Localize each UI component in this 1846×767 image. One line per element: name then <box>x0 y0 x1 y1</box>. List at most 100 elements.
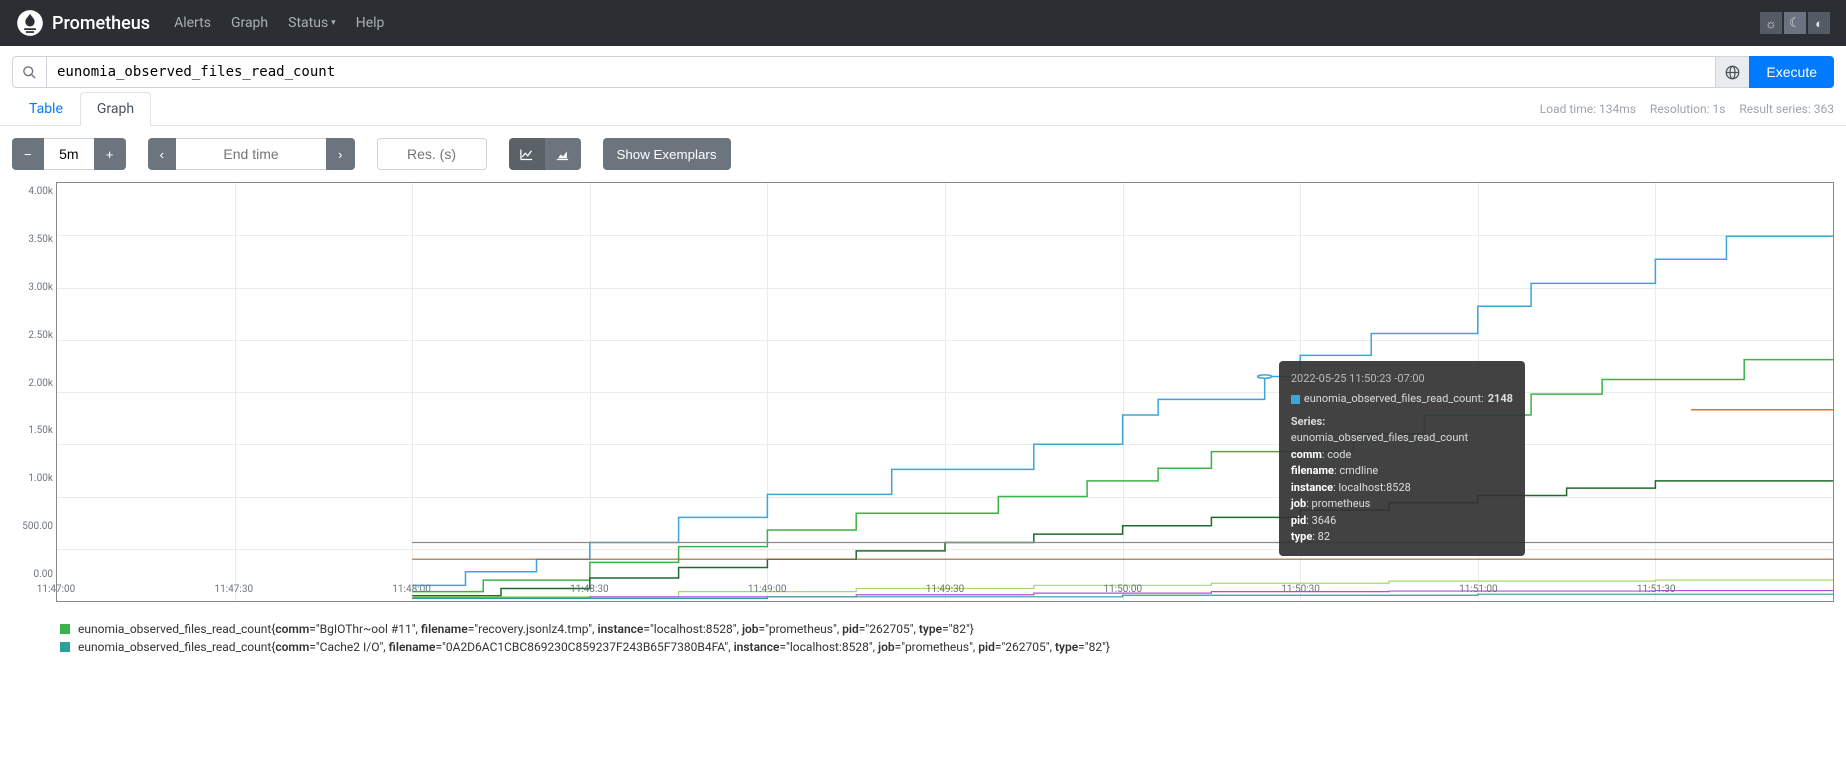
series-line[interactable] <box>412 360 1833 592</box>
legend-item[interactable]: eunomia_observed_files_read_count{comm="… <box>60 640 1834 654</box>
stat-result-series: Result series: 363 <box>1739 102 1834 116</box>
stat-load-time: Load time: 134ms <box>1540 102 1636 116</box>
chart-container: 4.00k 3.50k 3.00k 2.50k 2.00k 1.50k 1.00k 500.0… <box>0 182 1846 614</box>
legend: eunomia_observed_files_read_count{comm="… <box>0 614 1846 654</box>
y-tick: 1.50k <box>28 425 53 436</box>
x-tick: 11:50:30 <box>1281 584 1320 595</box>
legend-text: eunomia_observed_files_read_count{comm="… <box>78 622 974 636</box>
query-input[interactable] <box>46 56 1715 88</box>
y-tick: 2.50k <box>28 330 53 341</box>
tooltip-label: job: prometheus <box>1291 496 1513 513</box>
prometheus-logo-icon <box>16 9 44 37</box>
x-tick: 11:49:30 <box>926 584 965 595</box>
range-group: − + <box>12 138 126 170</box>
metrics-explorer-button[interactable] <box>12 56 46 88</box>
time-back-button[interactable]: ‹ <box>148 138 176 170</box>
stacked-chart-button[interactable] <box>545 138 581 170</box>
legend-swatch <box>60 642 70 652</box>
endtime-group: ‹ › <box>148 138 355 170</box>
tab-table[interactable]: Table <box>12 92 80 125</box>
y-tick: 3.00k <box>28 282 53 293</box>
y-tick: 4.00k <box>28 186 53 197</box>
end-time-input[interactable] <box>176 138 326 170</box>
x-tick: 11:50:00 <box>1104 584 1143 595</box>
show-exemplars-button[interactable]: Show Exemplars <box>603 138 731 170</box>
x-tick: 11:48:00 <box>392 584 431 595</box>
line-chart-button[interactable] <box>509 138 545 170</box>
tooltip-label: filename: cmdline <box>1291 463 1513 480</box>
nav-links: Alerts Graph Status▾ Help <box>174 15 384 31</box>
series-line[interactable] <box>412 481 1833 596</box>
moon-icon: ☾ <box>1789 15 1801 31</box>
search-icon <box>22 65 37 80</box>
theme-auto-button[interactable]: ◐ <box>1808 12 1830 34</box>
x-axis: 11:47:0011:47:3011:48:0011:48:3011:49:00… <box>56 584 1834 602</box>
x-tick: 11:47:30 <box>215 584 254 595</box>
legend-swatch <box>60 624 70 634</box>
x-tick: 11:51:00 <box>1459 584 1498 595</box>
theme-dark-button[interactable]: ☾ <box>1784 12 1806 34</box>
tooltip-metric-name: eunomia_observed_files_read_count: <box>1304 391 1484 408</box>
stat-resolution: Resolution: 1s <box>1650 102 1725 116</box>
sun-icon: ☼ <box>1765 16 1777 31</box>
query-row: Execute <box>0 46 1846 92</box>
plot-area[interactable]: 2022-05-25 11:50:23 -07:00 eunomia_obser… <box>56 182 1834 602</box>
tooltip-labels: comm: codefilename: cmdlineinstance: loc… <box>1291 447 1513 546</box>
y-tick: 1.00k <box>28 473 53 484</box>
range-input[interactable] <box>44 138 94 170</box>
range-decrease-button[interactable]: − <box>12 138 44 170</box>
y-tick: 3.50k <box>28 234 53 245</box>
theme-toggle: ☼ ☾ ◐ <box>1760 12 1830 34</box>
line-chart-icon <box>519 147 534 162</box>
chevron-left-icon: ‹ <box>160 147 164 162</box>
query-options-button[interactable] <box>1715 56 1749 88</box>
legend-item[interactable]: eunomia_observed_files_read_count{comm="… <box>60 622 1834 636</box>
nav-alerts[interactable]: Alerts <box>174 15 211 31</box>
plus-icon: + <box>106 147 114 162</box>
x-tick: 11:49:00 <box>748 584 787 595</box>
tab-graph[interactable]: Graph <box>80 92 151 126</box>
nav-status[interactable]: Status▾ <box>288 15 336 31</box>
tooltip-label: pid: 3646 <box>1291 513 1513 530</box>
nav-help[interactable]: Help <box>356 15 385 31</box>
time-forward-button[interactable]: › <box>326 138 354 170</box>
tooltip: 2022-05-25 11:50:23 -07:00 eunomia_obser… <box>1279 361 1525 556</box>
nav-graph[interactable]: Graph <box>231 15 268 31</box>
area-chart-icon <box>555 147 570 162</box>
graph-controls: − + ‹ › Show Exemplars <box>0 126 1846 182</box>
tooltip-value-row: eunomia_observed_files_read_count: 2148 <box>1291 391 1513 408</box>
minus-icon: − <box>24 147 32 162</box>
tooltip-series-name: eunomia_observed_files_read_count <box>1291 430 1513 447</box>
resolution-input[interactable] <box>377 138 487 170</box>
hover-marker <box>1258 375 1272 378</box>
tooltip-series-heading: Series: <box>1291 414 1513 431</box>
x-tick: 11:48:30 <box>570 584 609 595</box>
tooltip-label: instance: localhost:8528 <box>1291 480 1513 497</box>
chart-area: 4.00k 3.50k 3.00k 2.50k 2.00k 1.50k 1.00k 500.0… <box>12 182 1834 602</box>
tooltip-label: type: 82 <box>1291 529 1513 546</box>
range-increase-button[interactable]: + <box>94 138 126 170</box>
y-tick: 500.00 <box>22 521 53 532</box>
tooltip-label: comm: code <box>1291 447 1513 464</box>
x-tick: 11:47:00 <box>37 584 76 595</box>
y-tick: 0.00 <box>34 569 54 580</box>
tabs-row: Table Graph Load time: 134ms Resolution:… <box>0 92 1846 126</box>
x-tick: 11:51:30 <box>1637 584 1676 595</box>
brand-text: Prometheus <box>52 13 150 34</box>
tooltip-timestamp: 2022-05-25 11:50:23 -07:00 <box>1291 371 1513 388</box>
execute-button[interactable]: Execute <box>1749 56 1834 88</box>
globe-icon <box>1725 65 1740 80</box>
y-tick: 2.00k <box>28 378 53 389</box>
query-stats: Load time: 134ms Resolution: 1s Result s… <box>1540 102 1834 116</box>
chart-type-group <box>509 138 581 170</box>
chevron-right-icon: › <box>338 147 342 162</box>
theme-light-button[interactable]: ☼ <box>1760 12 1782 34</box>
chevron-down-icon: ▾ <box>331 18 336 28</box>
brand[interactable]: Prometheus <box>16 9 150 37</box>
tooltip-swatch <box>1291 395 1300 404</box>
contrast-icon: ◐ <box>1815 16 1823 31</box>
legend-text: eunomia_observed_files_read_count{comm="… <box>78 640 1110 654</box>
navbar: Prometheus Alerts Graph Status▾ Help ☼ ☾… <box>0 0 1846 46</box>
y-axis: 4.00k 3.50k 3.00k 2.50k 2.00k 1.50k 1.00k 500.0… <box>12 182 56 602</box>
tooltip-metric-value: 2148 <box>1488 391 1513 408</box>
